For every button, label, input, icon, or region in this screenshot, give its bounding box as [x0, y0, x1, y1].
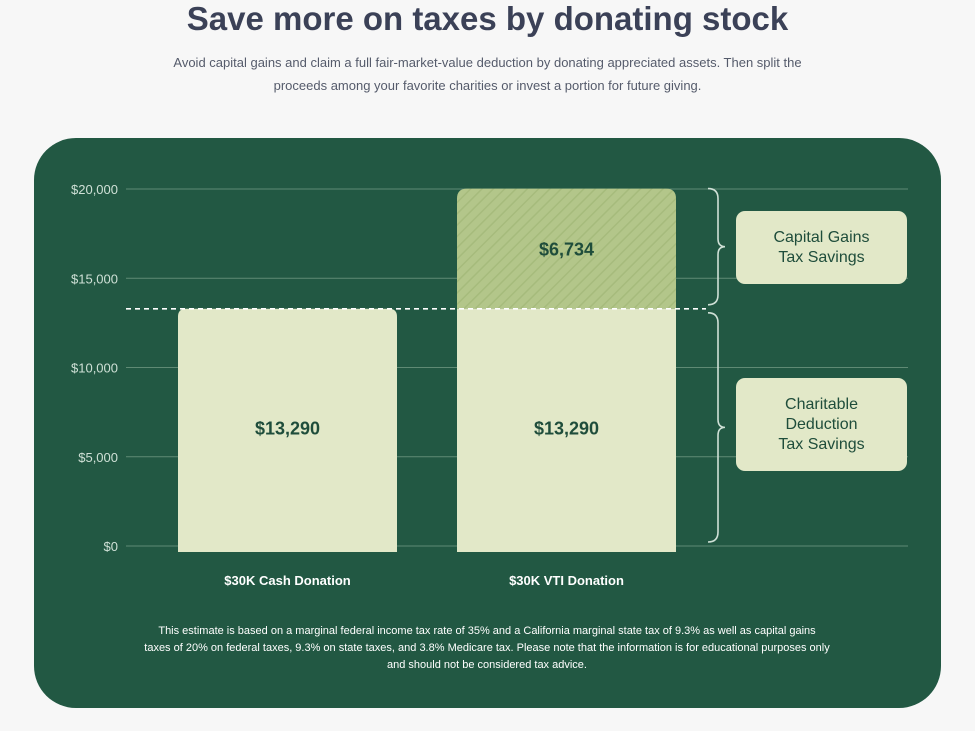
legend-charitable-line-2: Deduction: [785, 415, 858, 433]
x-category-label: $30K VTI Donation: [509, 573, 624, 588]
x-category-label: $30K Cash Donation: [224, 573, 350, 588]
bar-charitable-deduction: [457, 308, 676, 552]
charitable-deduction-brace: [707, 311, 726, 543]
bar-capital-gains: [457, 188, 676, 309]
disclaimer-footnote: This estimate is based on a marginal fed…: [144, 625, 830, 671]
legend-charitable-line-3: Tax Savings: [778, 435, 865, 453]
y-tick-label: $20,000: [71, 182, 118, 197]
capital-gains-brace: [707, 187, 726, 306]
y-tick-label: $15,000: [71, 271, 118, 286]
bar-charitable-deduction: [178, 308, 397, 552]
legend-capital-gains-line-2: Tax Savings: [778, 248, 865, 266]
bar-value-label: $13,290: [255, 418, 320, 438]
bar-join: [457, 308, 676, 319]
legend-charitable-line-1: Charitable: [785, 395, 858, 413]
page-subtitle: Avoid capital gains and claim a full fai…: [173, 55, 802, 93]
stacked-bar-chart: $0 $5,000 $10,000 $15,000 $20,000 $13,290 $30…: [71, 182, 908, 588]
y-tick-label: $10,000: [71, 361, 118, 376]
y-tick-label: $0: [104, 539, 118, 554]
bar-value-label: $13,290: [534, 418, 599, 438]
bar-value-label: $6,734: [539, 240, 594, 260]
legend-charitable-deduction: Charitable Deduction Tax Savings: [736, 378, 907, 471]
legend-capital-gains-line-1: Capital Gains: [773, 228, 870, 246]
chart-panel: $0 $5,000 $10,000 $15,000 $20,000 $13,290 $30…: [34, 138, 941, 708]
y-tick-label: $5,000: [78, 450, 118, 465]
legend-capital-gains: Capital Gains Tax Savings: [736, 211, 907, 284]
page-title: Save more on taxes by donating stock: [186, 0, 789, 37]
